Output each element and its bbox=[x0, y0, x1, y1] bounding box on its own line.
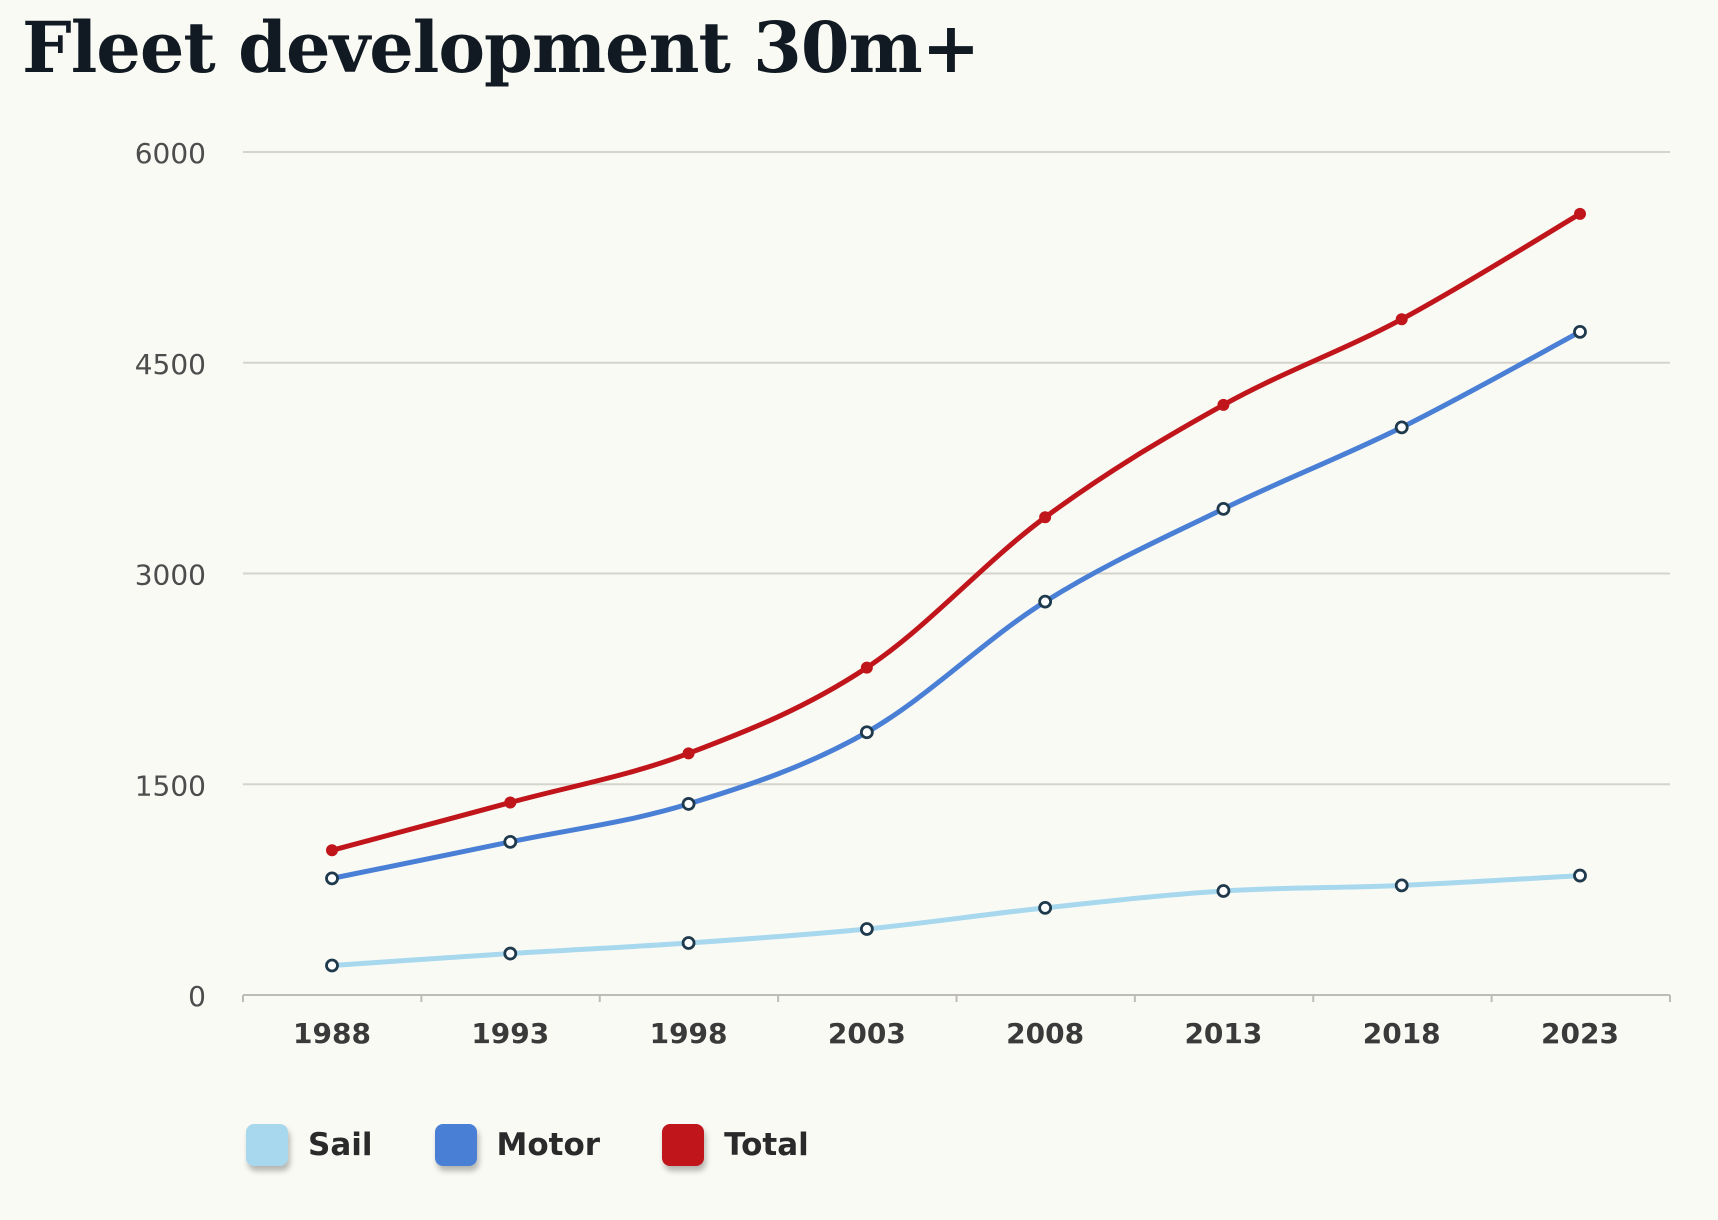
data-point-motor-1988[interactable] bbox=[325, 871, 339, 886]
data-point-motor-2003[interactable] bbox=[859, 725, 874, 740]
legend-label-motor: Motor bbox=[496, 1127, 601, 1163]
data-point-total-2023[interactable] bbox=[1574, 207, 1586, 220]
y-tick-label: 3000 bbox=[135, 559, 206, 592]
y-axis-tick-labels: 0 1500 3000 4500 6000 bbox=[135, 137, 206, 1013]
x-tick-label-1988: 1988 bbox=[293, 1017, 371, 1050]
data-point-motor-2023[interactable] bbox=[1573, 324, 1587, 339]
legend-item-total[interactable]: Total bbox=[662, 1124, 809, 1166]
series-line-total bbox=[329, 211, 1583, 853]
legend-item-sail[interactable]: Sail bbox=[246, 1124, 373, 1166]
x-tick-label-2013: 2013 bbox=[1184, 1017, 1262, 1050]
series-line-sail bbox=[329, 873, 1583, 968]
data-point-sail-1988[interactable] bbox=[325, 958, 339, 973]
data-point-total-1998[interactable] bbox=[682, 747, 695, 760]
data-point-motor-2018[interactable] bbox=[1394, 420, 1409, 435]
x-tick-label-2003: 2003 bbox=[828, 1017, 906, 1050]
legend-label-total: Total bbox=[724, 1127, 809, 1163]
data-point-sail-1993[interactable] bbox=[503, 946, 518, 961]
data-point-total-1988[interactable] bbox=[326, 844, 338, 857]
data-point-sail-2023[interactable] bbox=[1573, 868, 1587, 883]
x-tick-label-1993: 1993 bbox=[471, 1017, 549, 1050]
data-point-sail-1998[interactable] bbox=[681, 936, 696, 950]
data-point-motor-2013[interactable] bbox=[1216, 501, 1231, 516]
gridlines bbox=[243, 151, 1670, 786]
data-point-motor-2008[interactable] bbox=[1038, 594, 1053, 609]
x-axis bbox=[242, 994, 1671, 1002]
legend-item-motor[interactable]: Motor bbox=[434, 1124, 601, 1166]
series-markers bbox=[325, 207, 1587, 973]
series-line-motor bbox=[329, 329, 1583, 881]
legend-label-sail: Sail bbox=[308, 1127, 373, 1163]
chart-title: Fleet development 30m+ bbox=[22, 6, 980, 89]
data-point-sail-2008[interactable] bbox=[1038, 900, 1053, 915]
x-axis-tick-labels: 1988 1993 1998 2003 2008 2013 2018 2023 bbox=[293, 1017, 1619, 1050]
y-tick-label: 6000 bbox=[135, 137, 206, 170]
legend-swatch-sail bbox=[246, 1124, 288, 1166]
data-point-sail-2003[interactable] bbox=[859, 922, 874, 936]
data-point-motor-1998[interactable] bbox=[681, 797, 696, 811]
data-point-total-2018[interactable] bbox=[1395, 313, 1408, 326]
x-tick-label-2023: 2023 bbox=[1541, 1017, 1619, 1050]
data-point-sail-2013[interactable] bbox=[1216, 884, 1231, 898]
y-tick-label: 4500 bbox=[135, 348, 206, 381]
x-tick-label-2018: 2018 bbox=[1363, 1017, 1441, 1050]
legend: Sail Motor Total bbox=[246, 1124, 871, 1166]
x-tick-label-2008: 2008 bbox=[1006, 1017, 1084, 1050]
data-point-total-2008[interactable] bbox=[1039, 511, 1052, 524]
data-point-total-2003[interactable] bbox=[860, 661, 873, 674]
data-point-sail-2018[interactable] bbox=[1394, 878, 1409, 893]
legend-swatch-motor bbox=[434, 1124, 477, 1166]
y-tick-label: 1500 bbox=[135, 769, 206, 802]
x-tick-label-1998: 1998 bbox=[650, 1017, 728, 1050]
data-point-motor-1993[interactable] bbox=[503, 834, 518, 849]
legend-swatch-total bbox=[662, 1124, 705, 1166]
series-lines bbox=[329, 211, 1583, 968]
data-point-total-1993[interactable] bbox=[504, 796, 517, 809]
y-tick-label: 0 bbox=[188, 980, 206, 1013]
data-point-total-2013[interactable] bbox=[1217, 398, 1230, 411]
